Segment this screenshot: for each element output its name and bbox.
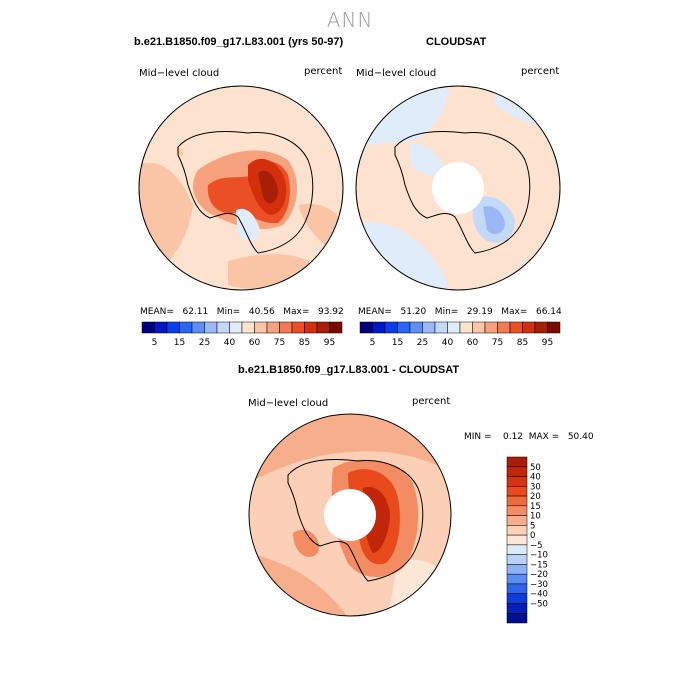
model-colorbar-box: [241, 321, 255, 334]
diff-variable-label: Mid−level cloud: [248, 398, 329, 409]
model-colorbar-tick-label: 75: [274, 338, 285, 348]
model-variable-label: Mid−level cloud: [139, 68, 220, 79]
model-colorbar-tick-label: 25: [199, 338, 210, 348]
obs-colorbar-box: [472, 321, 486, 334]
diff-colorbar-tick-label: −15: [530, 560, 548, 570]
diff-colorbar-box: [506, 612, 528, 624]
diff-colorbar-box: [506, 495, 528, 507]
diff-colorbar-box: [506, 603, 528, 614]
diff-colorbar-box: [506, 583, 528, 594]
model-colorbar-box: [216, 321, 230, 334]
model-colorbar-box: [266, 321, 280, 334]
diff-colorbar-box: [506, 456, 528, 468]
obs-colorbar-box: [372, 321, 386, 334]
obs-variable-label: Mid−level cloud: [356, 68, 437, 79]
obs-colorbar-box: [534, 321, 548, 334]
diff-colorbar-box: [506, 476, 528, 487]
obs-colorbar-box: [359, 321, 373, 334]
obs-colorbar-box: [384, 321, 398, 334]
diff-colorbar-tick-label: 10: [530, 512, 541, 522]
obs-colorbar-tick-label: 85: [517, 338, 528, 348]
diff-colorbar-tick-label: 20: [530, 492, 541, 502]
model-colorbar-box: [316, 321, 330, 334]
obs-polar-map: [355, 85, 561, 291]
diff-colorbar-tick-label: 40: [530, 473, 541, 483]
obs-colorbar-tick-label: 75: [492, 338, 503, 348]
model-stats: MEAN= 62.11 Min= 40.56 Max= 93.92: [140, 307, 344, 317]
diff-colorbar-box: [506, 573, 528, 585]
model-colorbar-tick-label: 95: [324, 338, 335, 348]
model-colorbar-box: [154, 321, 168, 334]
obs-colorbar-tick-label: 95: [542, 338, 553, 348]
diff-colorbar-tick-label: 5: [530, 521, 535, 531]
diff-colorbar-tick-label: −30: [530, 580, 548, 590]
diff-colorbar-box: [506, 466, 528, 477]
diff-colorbar-tick-label: −20: [530, 570, 548, 580]
model-colorbar-tick-label: 5: [152, 338, 158, 348]
model-colorbar-box: [191, 321, 205, 334]
model-colorbar-box: [254, 321, 268, 334]
diff-stats: MIN = 0.12 MAX = 50.40: [464, 432, 594, 442]
diff-colorbar-box: [506, 554, 528, 565]
model-colorbar-tick-label: 15: [174, 338, 185, 348]
diff-colorbar-box: [506, 505, 528, 516]
diff-colorbar-tick-label: 50: [530, 463, 541, 473]
diff-colorbar-box: [506, 486, 528, 497]
obs-colorbar-tick-label: 25: [417, 338, 428, 348]
model-colorbar-box: [291, 321, 305, 334]
model-colorbar-box: [141, 321, 155, 334]
diff-colorbar-box: [506, 525, 528, 536]
figure-title: ANN: [326, 8, 374, 32]
obs-colorbar-box: [547, 321, 561, 334]
model-colorbar: 5 15 25 40 60 75 85 95: [141, 321, 343, 348]
obs-colorbar-box: [509, 321, 523, 334]
obs-panel-title: CLOUDSAT: [426, 36, 487, 48]
model-polar-map: [138, 85, 344, 291]
model-colorbar-box: [166, 321, 180, 334]
diff-colorbar-tick-label: 15: [530, 502, 541, 512]
obs-colorbar-box: [422, 321, 436, 334]
model-colorbar-box: [329, 321, 343, 334]
model-panel-title: b.e21.B1850.f09_g17.L83.001 (yrs 50-97): [134, 36, 344, 48]
diff-colorbar-box: [506, 564, 528, 575]
diff-colorbar-box: [506, 593, 528, 604]
diff-colorbar-box: [506, 544, 528, 555]
diff-colorbar-tick-label: −10: [530, 551, 548, 561]
model-colorbar-box: [179, 321, 193, 334]
diff-panel-title: b.e21.B1850.f09_g17.L83.001 - CLOUDSAT: [238, 364, 460, 376]
obs-colorbar-box: [484, 321, 498, 334]
diff-colorbar-tick-label: 30: [530, 482, 541, 492]
model-colorbar-tick-label: 40: [224, 338, 236, 348]
obs-colorbar-tick-label: 15: [392, 338, 403, 348]
diff-colorbar-tick-label: −40: [530, 590, 548, 600]
diff-polar-map: [248, 413, 452, 617]
model-colorbar-box: [229, 321, 243, 334]
obs-colorbar-tick-label: 40: [442, 338, 454, 348]
obs-colorbar: 5 15 25 40 60 75 85 95: [359, 321, 561, 348]
model-colorbar-box: [204, 321, 218, 334]
obs-units-label: percent: [521, 66, 560, 77]
diff-colorbar-tick-label: −50: [530, 599, 548, 609]
obs-colorbar-box: [459, 321, 473, 334]
obs-stats: MEAN= 51.20 Min= 29.19 Max= 66.14: [358, 307, 562, 317]
diff-colorbar-box: [506, 515, 528, 526]
obs-colorbar-box: [447, 321, 461, 334]
obs-colorbar-box: [497, 321, 511, 334]
diff-colorbar-tick-label: −5: [530, 541, 543, 551]
diff-colorbar-tick-label: 0: [530, 531, 535, 541]
obs-colorbar-tick-label: 60: [467, 338, 479, 348]
model-colorbar-tick-label: 85: [299, 338, 310, 348]
obs-colorbar-box: [522, 321, 536, 334]
model-colorbar-box: [279, 321, 293, 334]
obs-colorbar-box: [434, 321, 448, 334]
model-colorbar-box: [304, 321, 318, 334]
model-units-label: percent: [304, 66, 343, 77]
obs-colorbar-box: [397, 321, 411, 334]
obs-colorbar-tick-label: 5: [370, 338, 376, 348]
diff-colorbar-box: [506, 534, 528, 546]
obs-colorbar-box: [409, 321, 423, 334]
model-colorbar-tick-label: 60: [249, 338, 261, 348]
diff-units-label: percent: [412, 396, 451, 407]
